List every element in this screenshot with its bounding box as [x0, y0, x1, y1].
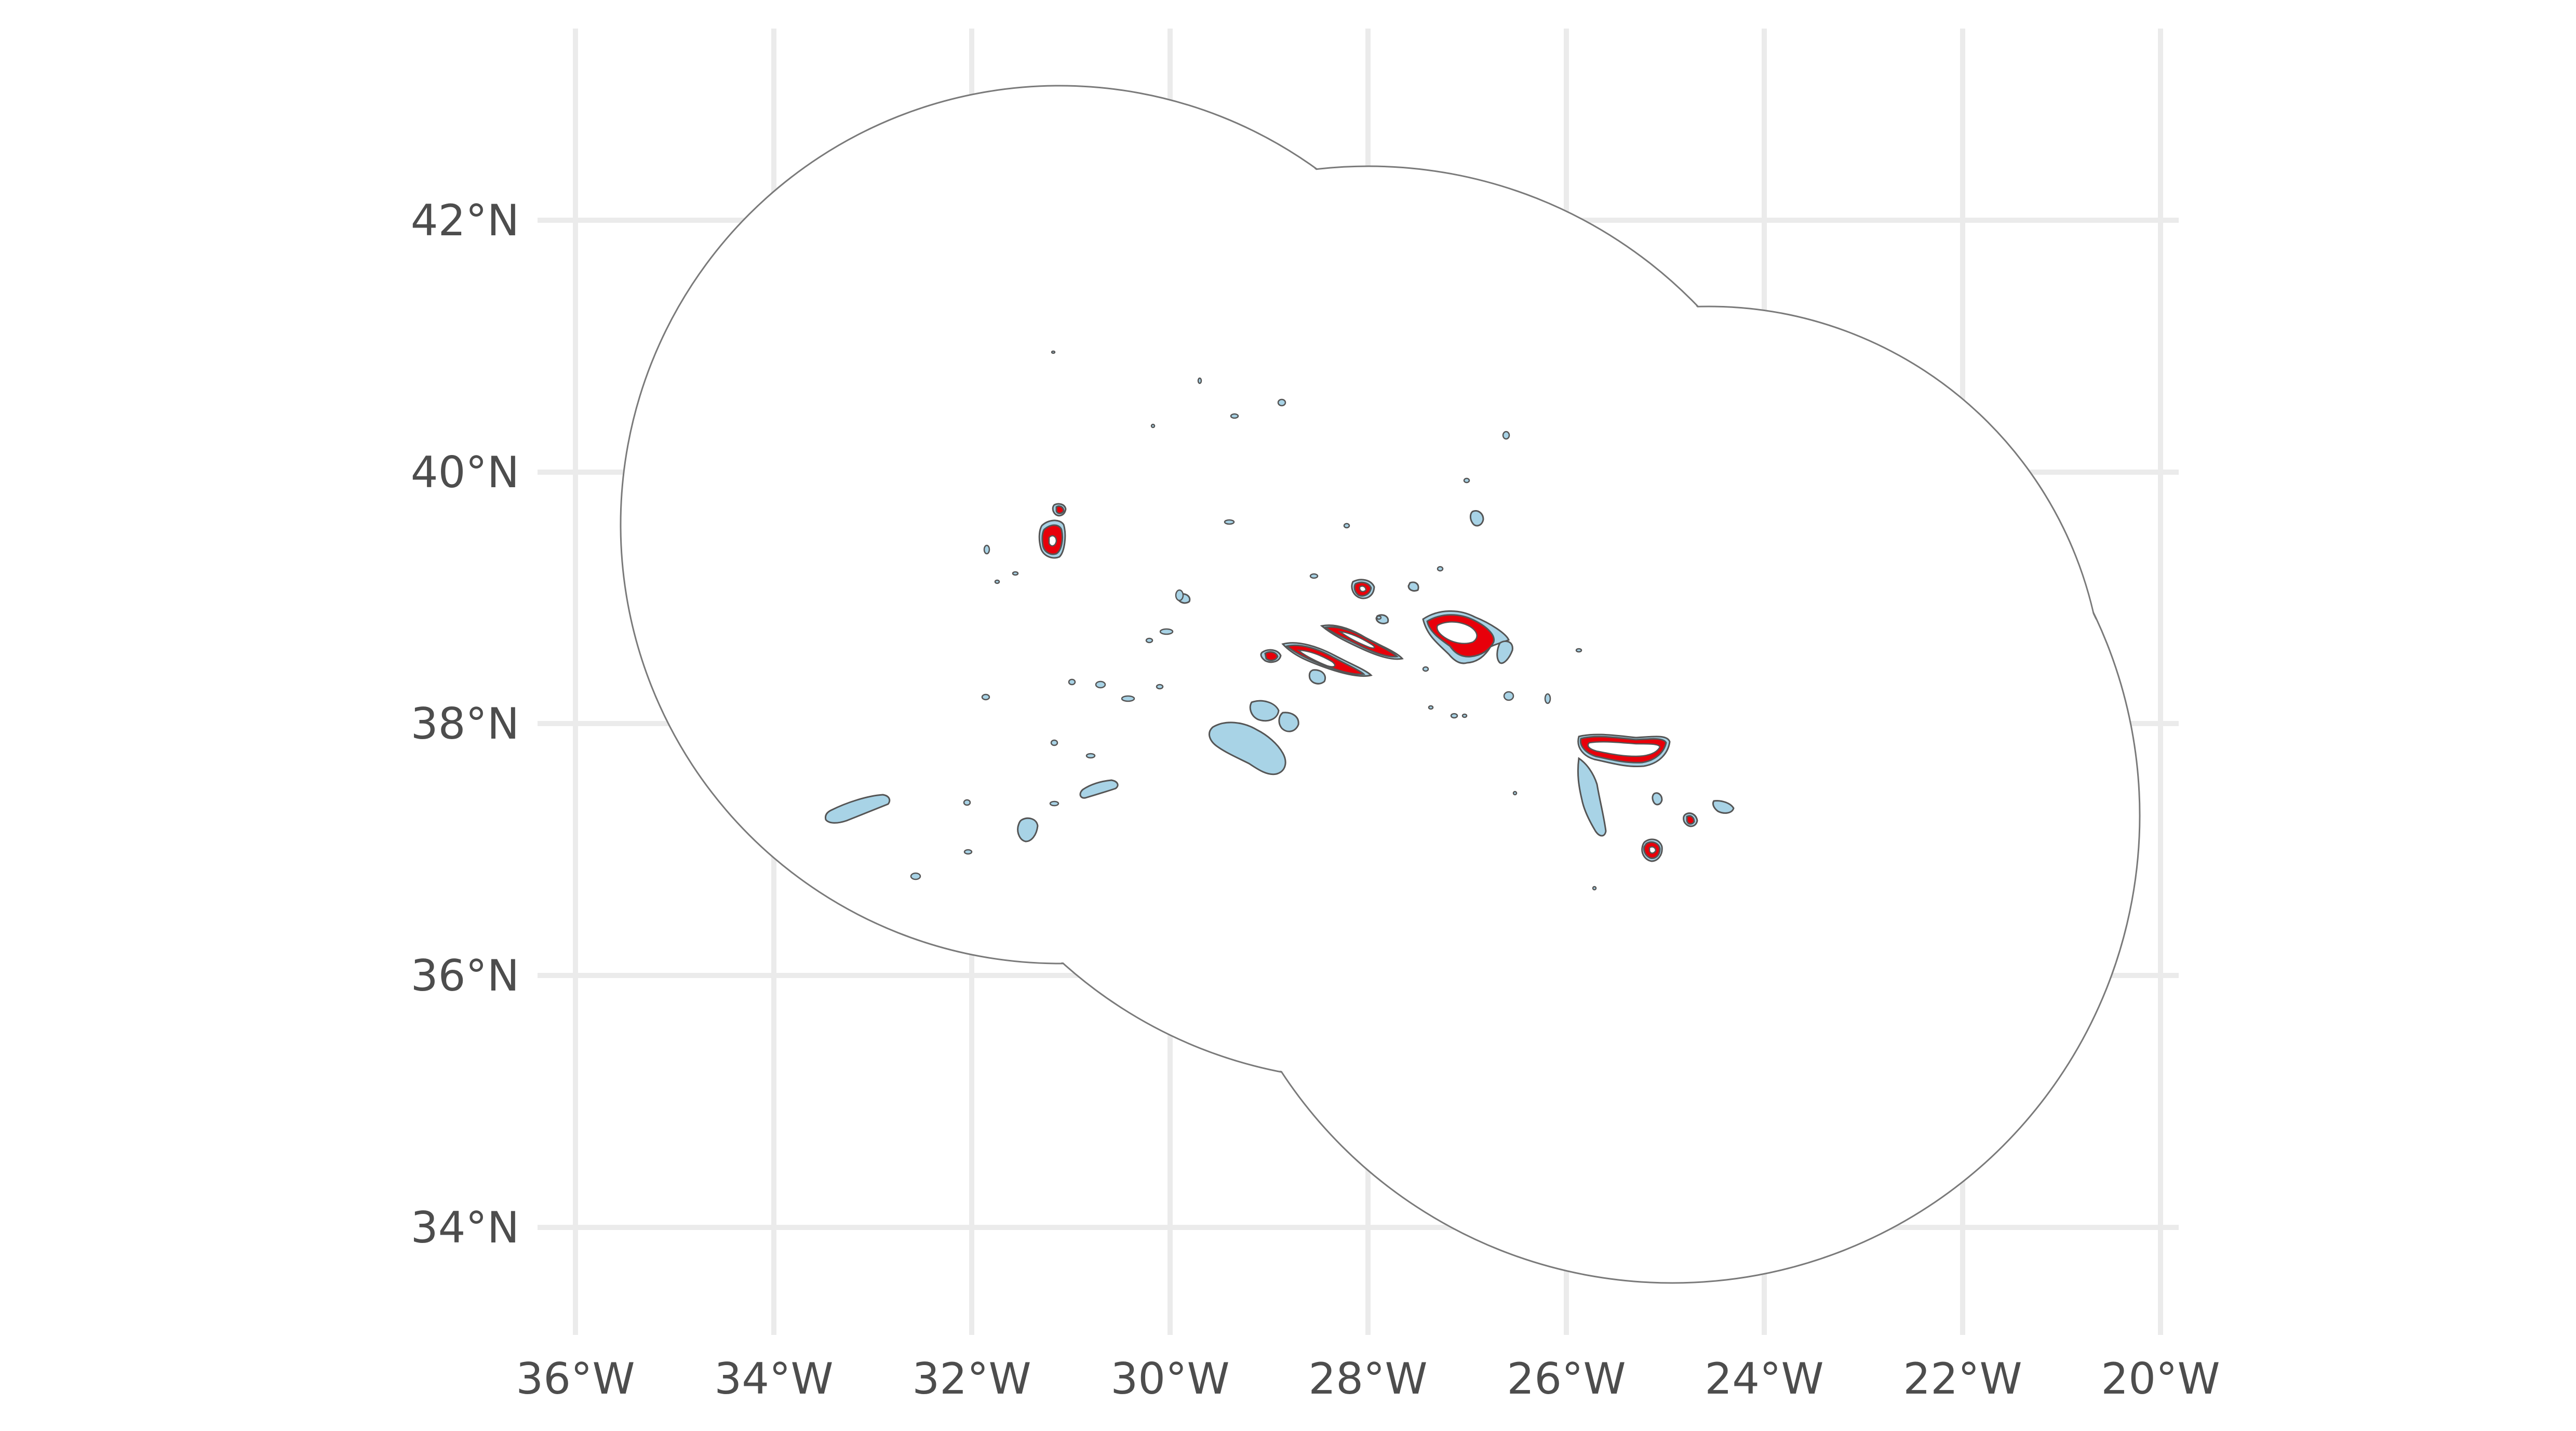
hotspot-sao-miguel-core [1587, 741, 1661, 757]
hotspot-santa-maria-core [1648, 846, 1657, 854]
hotspot-pico-core [1296, 649, 1336, 667]
hotspot-terceira-core [1436, 621, 1478, 645]
seamount-gigante [1278, 712, 1299, 732]
seamount-west-3 [1079, 779, 1119, 799]
x-tick-label: 32°W [912, 1354, 1031, 1404]
seamount-mar [1308, 669, 1326, 685]
seamount-princesa-alice [1209, 721, 1286, 775]
seamount-north-1 [1469, 510, 1484, 527]
y-tick-label: 42°N [411, 195, 519, 246]
hotspot-formigas [1686, 815, 1695, 825]
x-axis-labels: 36°W 34°W 32°W 30°W 28°W 26°W 24°W 22°W … [516, 1354, 2220, 1404]
seamount-north-3 [1407, 581, 1419, 592]
hotspot-graciosa-core [1359, 585, 1367, 592]
x-tick-label: 20°W [2101, 1354, 2220, 1404]
seamount-dollabarat [1652, 792, 1663, 806]
hotspot-corvo [1055, 505, 1065, 514]
buffer-zone-interior [622, 87, 2139, 1282]
small-seamounts [910, 350, 1597, 891]
x-tick-label: 26°W [1507, 1354, 1626, 1404]
seamount-west-1 [825, 794, 891, 824]
seamount-west-2 [1017, 817, 1039, 842]
x-tick-label: 22°W [1903, 1354, 2022, 1404]
hotspot-faial [1264, 651, 1279, 661]
highlighted-areas [1041, 505, 1695, 859]
y-axis-labels: 42°N 40°N 38°N 36°N 34°N [411, 195, 519, 1253]
buffer-zone [620, 85, 2141, 1284]
hotspot-sao-jorge-core [1337, 631, 1375, 649]
x-tick-label: 36°W [516, 1354, 635, 1404]
x-tick-label: 24°W [1705, 1354, 1823, 1404]
y-tick-label: 38°N [411, 699, 519, 749]
y-tick-label: 40°N [411, 447, 519, 498]
x-tick-label: 30°W [1110, 1354, 1229, 1404]
hotspot-flores-core [1048, 535, 1057, 547]
seamount-sao-miguel-south [1577, 757, 1607, 837]
seamount-condor [1249, 700, 1280, 722]
x-tick-label: 34°W [714, 1354, 833, 1404]
y-tick-label: 36°N [411, 951, 519, 1001]
seamount-east-2 [1496, 640, 1513, 664]
y-tick-label: 34°N [411, 1202, 519, 1253]
seamount-east [1712, 800, 1735, 814]
x-tick-label: 28°W [1308, 1354, 1427, 1404]
